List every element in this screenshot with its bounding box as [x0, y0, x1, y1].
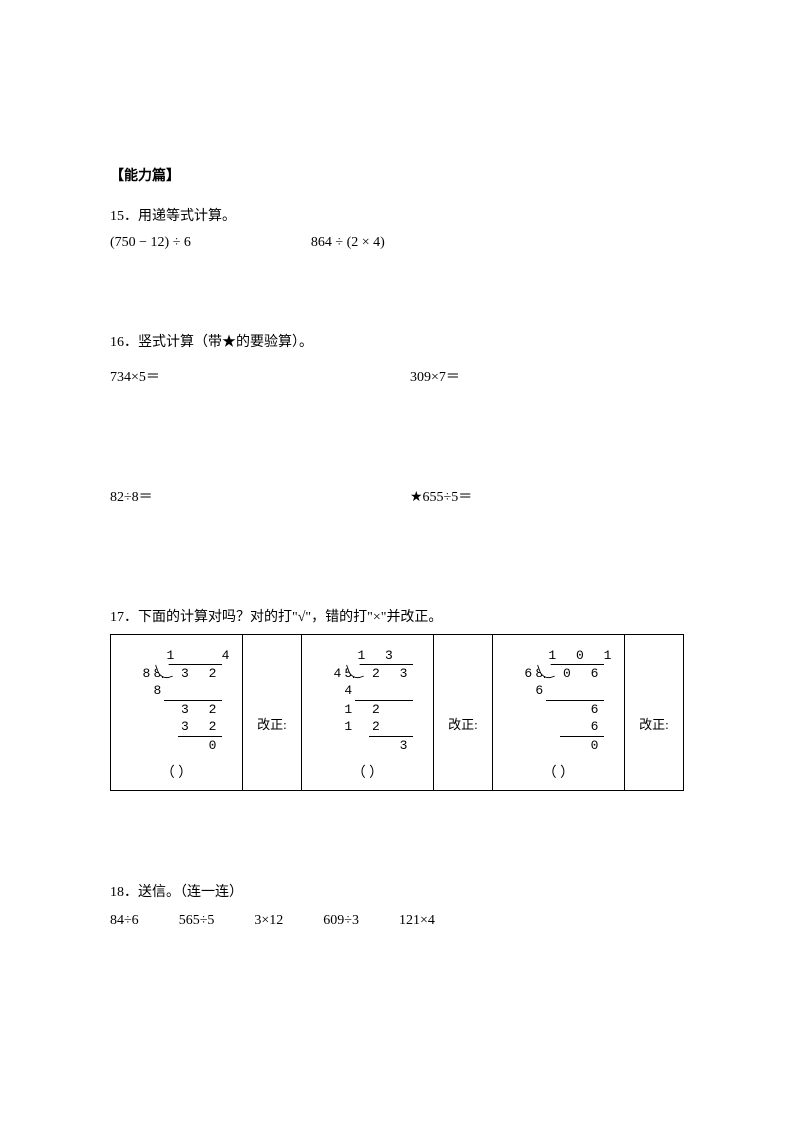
ld2-bar: [353, 664, 413, 678]
ld1-quotient: 1 4: [166, 647, 226, 665]
ld2-paren: （ ）: [304, 762, 431, 782]
q18-item-c: 3×12: [254, 913, 283, 929]
q18-item-e: 121×4: [399, 913, 435, 929]
q16-prompt: 16．竖式计算（带★的要验算）。: [110, 331, 684, 351]
q17-cell-corr2: 改正:: [433, 635, 492, 791]
ld2-divisor: 4: [333, 665, 347, 683]
section-title: 【能力篇】: [110, 165, 684, 185]
ld3-s3: 6: [508, 718, 608, 736]
q17-cell-corr3: 改正:: [624, 635, 683, 791]
q15-expressions: (750 − 12) ÷ 6 864 ÷ (2 × 4): [110, 235, 684, 251]
long-division-2: 1 3 4 5 2 3 4 1 2 1 2 3: [317, 647, 417, 754]
ld3-s2: 6: [508, 701, 608, 719]
question-17: 17．下面的计算对吗？对的打"√"，错的打"×"并改正。 1 4 8 8 3 2…: [110, 606, 684, 791]
q15-prompt: 15．用递等式计算。: [110, 205, 684, 225]
ld3-bar: [544, 664, 604, 678]
ld3-paren: （ ）: [495, 762, 622, 782]
ld3-quotient: 1 0 1: [548, 647, 608, 665]
ld2-s2: 1 2: [317, 701, 417, 719]
ld2-s1: 4: [317, 682, 417, 700]
correction-label-2: 改正:: [436, 639, 490, 733]
question-16: 16．竖式计算（带★的要验算）。 734×5＝ 309×7＝ 82÷8＝ ★65…: [110, 331, 684, 506]
ld1-s2: 3 2: [126, 701, 226, 719]
correction-label-1: 改正:: [245, 639, 299, 733]
q18-prompt: 18．送信。（连一连）: [110, 881, 684, 901]
q17-prompt: 17．下面的计算对吗？对的打"√"，错的打"×"并改正。: [110, 606, 684, 626]
ld2-s4: 3: [317, 737, 417, 755]
ld3-s1: 6: [508, 682, 608, 700]
ld3-s4: 0: [508, 737, 608, 755]
ld2-quotient: 1 3: [357, 647, 417, 665]
q15-expr1: (750 − 12) ÷ 6: [110, 235, 191, 251]
q18-item-b: 565÷5: [179, 913, 215, 929]
q17-cell-div3: 1 0 1 6 8 0 6 6 6 6 0 （ ）: [492, 635, 624, 791]
ld3-divisor: 6: [524, 665, 538, 683]
q16-item-c: 82÷8＝: [110, 486, 410, 506]
q17-table: 1 4 8 8 3 2 8 3 2 3 2 0 （ ） 改正:: [110, 634, 684, 791]
q18-items: 84÷6 565÷5 3×12 609÷3 121×4: [110, 913, 684, 929]
q17-cell-div2: 1 3 4 5 2 3 4 1 2 1 2 3 （ ）: [301, 635, 433, 791]
question-15: 15．用递等式计算。 (750 − 12) ÷ 6 864 ÷ (2 × 4): [110, 205, 684, 251]
ld2-s3: 1 2: [317, 718, 417, 736]
q16-item-d: ★655÷5＝: [410, 486, 684, 506]
q17-cell-div1: 1 4 8 8 3 2 8 3 2 3 2 0 （ ）: [111, 635, 243, 791]
ld1-s4: 0: [126, 737, 226, 755]
ld1-divisor: 8: [142, 665, 156, 683]
ld1-s1: 8: [126, 682, 226, 700]
ld1-bar: [162, 664, 222, 678]
q18-item-a: 84÷6: [110, 913, 139, 929]
q18-item-d: 609÷3: [323, 913, 359, 929]
q17-cell-corr1: 改正:: [242, 635, 301, 791]
q15-expr2: 864 ÷ (2 × 4): [311, 235, 385, 251]
q16-item-b: 309×7＝: [410, 366, 684, 386]
long-division-1: 1 4 8 8 3 2 8 3 2 3 2 0: [126, 647, 226, 754]
ld1-paren: （ ）: [113, 762, 240, 782]
ld1-s3: 3 2: [126, 718, 226, 736]
q16-row2: 82÷8＝ ★655÷5＝: [110, 486, 684, 506]
long-division-3: 1 0 1 6 8 0 6 6 6 6 0: [508, 647, 608, 754]
q16-row1: 734×5＝ 309×7＝: [110, 366, 684, 386]
q16-item-a: 734×5＝: [110, 366, 410, 386]
correction-label-3: 改正:: [627, 639, 681, 733]
question-18: 18．送信。（连一连） 84÷6 565÷5 3×12 609÷3 121×4: [110, 881, 684, 929]
